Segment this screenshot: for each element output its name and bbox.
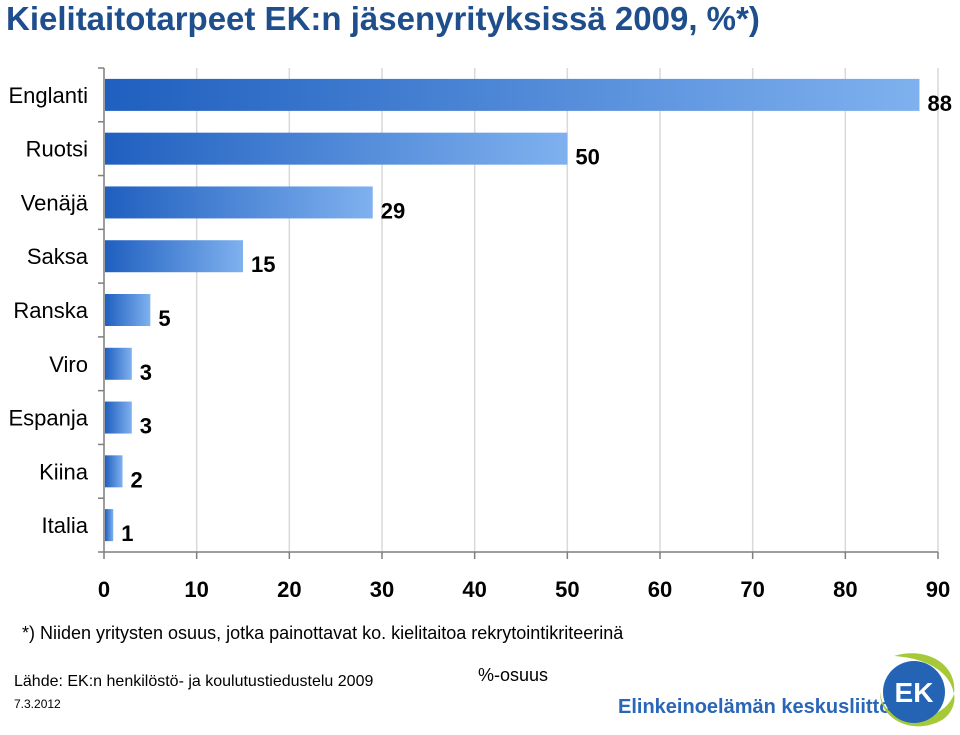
logo-text: EK xyxy=(895,677,934,708)
data-label: 1 xyxy=(121,521,133,546)
bars: Englanti 88 Ruotsi 50 Venäjä 29 Saksa 15 Ranska 5… xyxy=(8,78,952,546)
logo-green-swoosh xyxy=(894,653,955,694)
source-note: Lähde: EK:n henkilöstö- ja koulutustiedu… xyxy=(14,673,374,690)
x-tick-label: 40 xyxy=(462,577,486,602)
data-label: 50 xyxy=(575,145,599,170)
bar-ranska xyxy=(105,294,151,326)
category-label: Viro xyxy=(49,352,88,377)
x-tick-label: 30 xyxy=(370,577,394,602)
bar-venäjä xyxy=(105,186,373,219)
bar-italia xyxy=(105,509,114,542)
organization-name: Elinkeinoelämän keskusliitto xyxy=(618,696,892,718)
x-tick-label: 10 xyxy=(184,577,208,602)
category-label: Venäjä xyxy=(21,190,89,215)
category-label: Ranska xyxy=(13,298,88,323)
data-label: 3 xyxy=(140,360,152,385)
date-stamp: 7.3.2012 xyxy=(14,697,61,711)
chart-title: Kielitaitotarpeet EK:n jäsenyrityksissä … xyxy=(6,0,760,37)
data-label: 2 xyxy=(131,467,143,492)
ek-logo-icon: EK xyxy=(879,653,955,727)
data-label: 29 xyxy=(381,198,405,223)
category-label: Englanti xyxy=(8,83,88,108)
category-label: Saksa xyxy=(27,244,89,269)
x-tick-label: 70 xyxy=(740,577,764,602)
bar-espanja xyxy=(105,401,132,434)
footnote: *) Niiden yritysten osuus, jotka painott… xyxy=(22,623,624,643)
bar-kiina xyxy=(105,455,123,488)
data-label: 3 xyxy=(140,414,152,439)
x-tick-label: 50 xyxy=(555,577,579,602)
bar-saksa xyxy=(105,240,243,273)
bar-viro xyxy=(105,347,132,380)
x-axis: 0 10 20 30 40 50 60 70 80 90 xyxy=(98,67,950,602)
data-label: 5 xyxy=(158,306,170,331)
category-label: Italia xyxy=(42,513,89,538)
category-label: Ruotsi xyxy=(26,137,88,162)
data-label: 15 xyxy=(251,252,275,277)
bar-ruotsi xyxy=(105,132,568,165)
x-tick-label: 80 xyxy=(833,577,857,602)
data-label: 88 xyxy=(927,91,951,116)
x-tick-label: 60 xyxy=(648,577,672,602)
bar-englanti xyxy=(105,78,920,111)
logo-disc xyxy=(883,661,945,723)
x-tick-label: 20 xyxy=(277,577,301,602)
x-tick-label: 0 xyxy=(98,577,110,602)
category-label: Espanja xyxy=(8,406,88,431)
category-label: Kiina xyxy=(39,459,89,484)
x-tick-label: 90 xyxy=(926,577,950,602)
x-axis-label: %-osuus xyxy=(478,665,549,685)
